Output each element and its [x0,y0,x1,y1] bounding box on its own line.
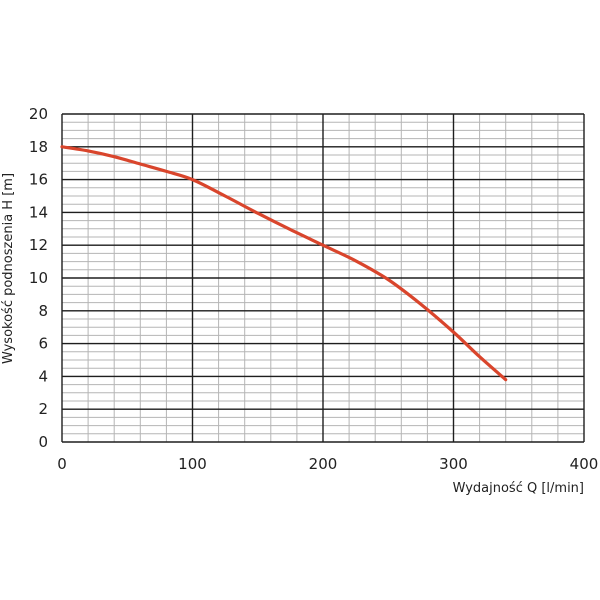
series-line [60,145,508,382]
x-tick-label: 300 [439,455,468,473]
y-tick-label: 18 [29,138,48,156]
major-grid [61,113,585,443]
y-axis-label: Wysokość podnoszenia H [m] [1,173,16,364]
x-tick-label: 100 [178,455,207,473]
x-tick-label: 200 [309,455,338,473]
y-tick-label: 0 [38,433,48,451]
y-tick-label: 16 [29,171,48,189]
y-tick-label: 4 [38,367,48,385]
y-tick-label: 6 [38,335,48,353]
y-tick-label: 20 [29,105,48,123]
y-tick-label: 2 [38,400,48,418]
series-layer [60,145,508,382]
x-tick-label: 0 [57,455,67,473]
x-axis-label: Wydajność Q [l/min] [453,481,584,496]
y-tick-label: 12 [29,236,48,254]
y-tick-label: 8 [38,302,48,320]
tick-labels: 0 100 200 300 400 0 2 4 6 8 10 12 14 16 18 20 [29,105,598,473]
y-tick-label: 14 [29,203,48,221]
x-tick-label: 400 [570,455,599,473]
y-tick-label: 10 [29,269,48,287]
